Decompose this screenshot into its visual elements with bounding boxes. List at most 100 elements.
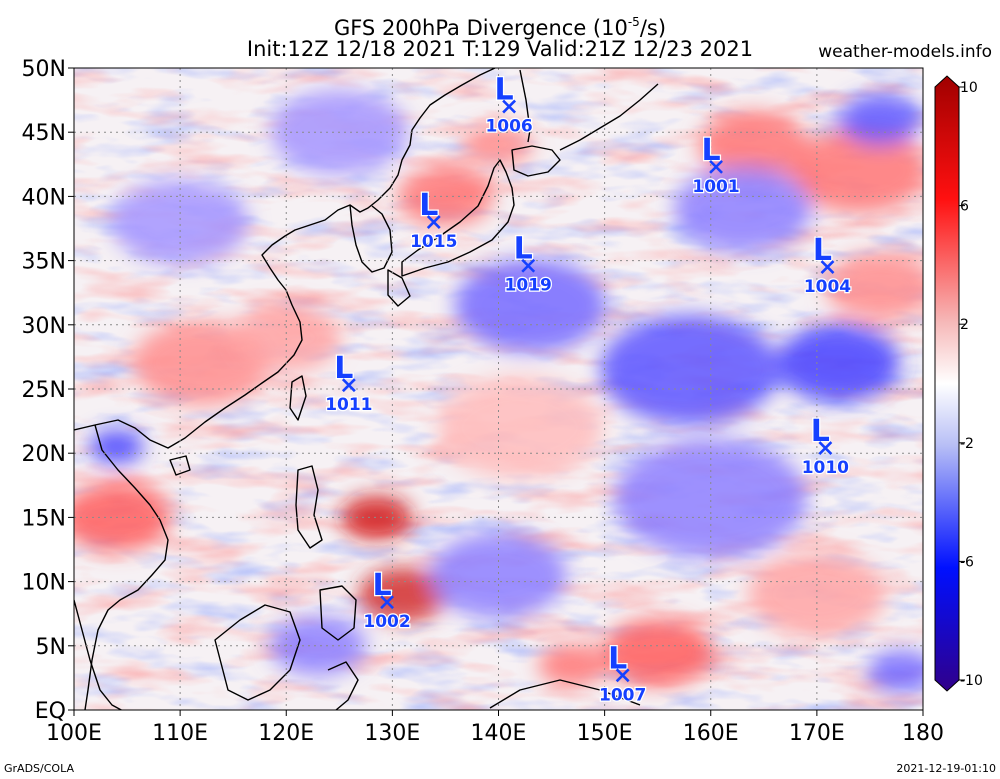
borneo — [214, 604, 301, 701]
low-pressure-marker: L 1011 — [324, 350, 374, 417]
low-pressure-marker: L 1001 — [691, 132, 741, 199]
malay-peninsula-coast — [74, 599, 123, 710]
divergence-blob — [88, 429, 145, 464]
lat-tick-label: 20N — [22, 442, 66, 467]
divergence-blob — [698, 111, 809, 179]
divergence-blob — [397, 166, 494, 227]
low-center-x-icon — [521, 258, 536, 273]
lat-tick-label: 40N — [22, 185, 66, 210]
footer-credit: GrADS/COLA — [4, 762, 74, 775]
new-guinea — [489, 679, 641, 709]
longitude-axis: 100E 110E 120E 130E 140E 150E 160E 170E 180 — [46, 710, 944, 746]
lat-tick-label: 15N — [22, 506, 66, 531]
lon-tick-label: 160E — [683, 721, 739, 746]
low-pressure-marker: L 1007 — [598, 640, 648, 707]
vietnam-coast — [84, 424, 169, 710]
latitude-axis: 50N 45N 40N 35N 30N 25N 20N 15N 10N 5N EQ — [22, 57, 74, 724]
colorbar-tick-label: -2 — [960, 436, 974, 452]
colorbar-tick-label: 10 — [960, 80, 978, 96]
colorbar-tick-label: -6 — [960, 554, 974, 570]
lon-tick-label: 110E — [152, 721, 208, 746]
lon-tick-label: 150E — [577, 721, 633, 746]
lon-tick-label: 180 — [902, 721, 944, 746]
low-pressure-value: 1010 — [802, 458, 849, 478]
sakhalin — [519, 69, 531, 143]
title-main: GFS 200hPa Divergence (10 — [333, 16, 628, 40]
low-pressure-value: 1011 — [325, 395, 372, 415]
divergence-blob — [599, 314, 780, 425]
kuril-islands — [559, 83, 659, 151]
low-pressure-marker: L 1002 — [362, 567, 412, 634]
divergence-blob — [269, 616, 367, 676]
divergence-blob — [436, 376, 603, 479]
lat-tick-label: 50N — [22, 57, 66, 82]
divergence-blob — [776, 325, 901, 402]
low-center-x-icon — [426, 215, 441, 229]
low-pressure-marker: L 1019 — [503, 230, 553, 297]
low-pressure-value: 1001 — [692, 177, 739, 197]
colorbar-tick-label: -10 — [960, 673, 983, 689]
lon-tick-label: 100E — [46, 721, 102, 746]
divergence-blob — [825, 252, 923, 321]
japan-honshu — [401, 159, 515, 277]
title-exponent: -5 — [627, 15, 640, 29]
divergence-blob — [429, 532, 568, 618]
colorbar: 10 6 2 -2 -6 -10 — [934, 75, 983, 692]
low-pressure-marker: L 1006 — [484, 71, 534, 138]
low-center-x-icon — [341, 378, 356, 393]
colorbar-tick-label: 6 — [960, 199, 969, 215]
lat-tick-label: 30N — [22, 314, 66, 339]
colorbar-ticks: 10 6 2 -2 -6 -10 — [959, 80, 983, 689]
low-letter: L — [701, 133, 720, 168]
low-center-x-icon — [380, 595, 394, 610]
low-pressure-value: 1007 — [599, 685, 646, 705]
japan-kyushu — [387, 269, 411, 307]
colorbar-ramp — [934, 75, 960, 692]
lon-tick-label: 120E — [258, 721, 314, 746]
lon-tick-label: 170E — [789, 721, 845, 746]
low-pressure-value: 1015 — [410, 232, 457, 252]
divergence-blob — [747, 551, 886, 637]
lat-tick-label: 25N — [22, 378, 66, 403]
japan-hokkaido — [511, 145, 561, 177]
low-pressure-marker: L 1004 — [803, 232, 853, 299]
low-center-x-icon — [820, 260, 835, 274]
low-letter: L — [813, 233, 832, 268]
low-letter: L — [495, 73, 514, 108]
low-letter: L — [334, 351, 353, 386]
divergence-blob — [673, 166, 812, 252]
low-pressure-markers: L 1006 L 1001 L 1015 L 1019 L 1004 L 1011 L 1010 L 1002… — [324, 71, 853, 707]
lat-tick-label: 45N — [22, 121, 66, 146]
lon-tick-label: 140E — [471, 721, 527, 746]
graticule — [74, 68, 923, 710]
asia-mainland-coast — [74, 68, 496, 449]
low-center-x-icon — [709, 159, 723, 174]
lon-tick-label: 130E — [364, 721, 420, 746]
divergence-blob — [464, 123, 533, 167]
low-pressure-value: 1004 — [804, 277, 851, 297]
divergence-blob — [111, 179, 250, 265]
lat-tick-label: 10N — [22, 571, 66, 596]
divergence-blob — [602, 618, 713, 687]
divergence-blob — [358, 567, 448, 622]
divergence-blob — [867, 650, 923, 693]
divergence-blob — [454, 258, 607, 353]
sulawesi — [327, 661, 359, 710]
site-name: weather-models.info — [818, 42, 992, 62]
divergence-blob — [340, 495, 413, 540]
korea-peninsula-coast — [349, 204, 393, 273]
lat-tick-label: 5N — [36, 635, 66, 660]
hainan — [169, 455, 191, 476]
taiwan — [289, 375, 307, 421]
divergence-blob — [231, 303, 342, 372]
low-center-x-icon — [615, 668, 630, 683]
low-letter: L — [373, 568, 392, 603]
colorbar-tick-label: 2 — [960, 317, 969, 333]
low-letter: L — [608, 641, 627, 676]
low-center-x-icon — [502, 99, 517, 114]
map-subtitle: Init:12Z 12/18 2021 T:129 Valid:21Z 12/2… — [246, 37, 754, 61]
lat-tick-label: EQ — [35, 699, 66, 724]
low-letter: L — [811, 414, 830, 449]
low-pressure-marker: L 1010 — [800, 413, 850, 480]
